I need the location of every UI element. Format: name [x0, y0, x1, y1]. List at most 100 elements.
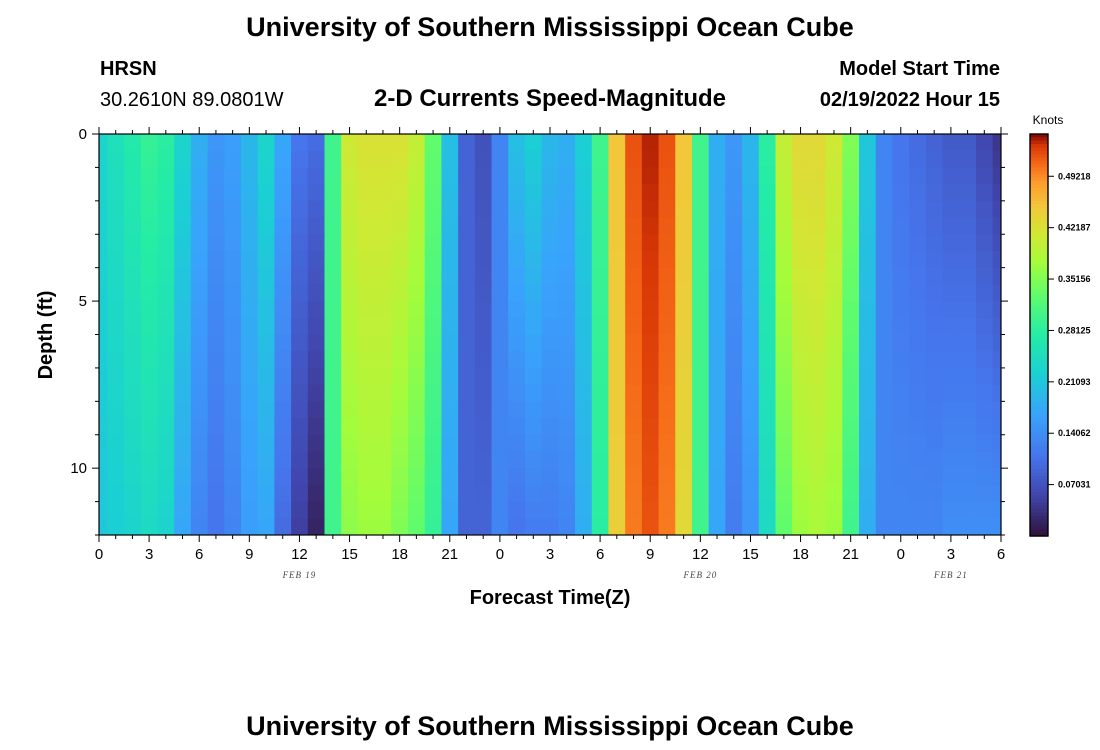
heatmap-cell: [424, 451, 443, 469]
heatmap-cell: [474, 518, 493, 535]
heatmap-cell: [742, 134, 760, 152]
heatmap-cell: [758, 267, 777, 285]
heatmap-cell: [140, 250, 159, 269]
colorbar-segment: [1030, 385, 1048, 390]
heatmap-cell: [825, 317, 843, 336]
heatmap-cell: [307, 501, 326, 519]
heatmap-cell: [825, 301, 843, 319]
heatmap-cell: [658, 484, 676, 503]
heatmap-cell: [491, 184, 509, 202]
heatmap-cell: [307, 150, 326, 169]
heatmap-cell: [307, 250, 326, 269]
heatmap-cell: [424, 301, 443, 319]
model-start-value: 02/19/2022 Hour 15: [820, 89, 1000, 111]
heatmap-cell: [190, 451, 209, 469]
heatmap-cell: [591, 284, 610, 302]
heatmap-cell: [875, 250, 894, 269]
heatmap-cell: [357, 200, 376, 219]
heatmap-cell: [541, 518, 559, 535]
heatmap-cell: [925, 217, 944, 235]
heatmap-cell: [124, 284, 142, 302]
heatmap-cell: [892, 384, 910, 402]
x-tick-label: 9: [646, 546, 654, 563]
heatmap-cell: [441, 384, 459, 402]
heatmap-cell: [441, 401, 459, 419]
colorbar-segment: [1030, 197, 1048, 202]
heatmap-cell: [474, 301, 493, 319]
x-tick-label: 3: [145, 546, 153, 563]
heatmap-cell: [992, 384, 1001, 402]
heatmap-cell: [491, 367, 509, 386]
heatmap-cell: [207, 484, 225, 503]
heatmap-cell: [408, 367, 426, 386]
heatmap-cell: [708, 501, 726, 519]
heatmap-cell: [274, 451, 292, 469]
heatmap-cell: [107, 501, 125, 519]
model-start-label: Model Start Time: [839, 58, 1000, 80]
colorbar-segment: [1030, 415, 1048, 420]
heatmap-cell: [124, 384, 142, 402]
heatmap-cell: [975, 250, 994, 269]
heatmap-cell: [625, 167, 643, 185]
heatmap-cell: [875, 501, 894, 519]
heatmap-cell: [307, 267, 326, 285]
x-tick-label: 6: [596, 546, 604, 563]
heatmap-cell: [975, 384, 994, 402]
heatmap-cell: [608, 501, 626, 519]
heatmap-cell: [675, 518, 693, 535]
heatmap-cell: [808, 468, 827, 486]
x-axis-label: Forecast Time(Z): [470, 587, 631, 609]
heatmap-cell: [140, 267, 159, 285]
heatmap-cell: [257, 301, 275, 319]
heatmap-cell: [725, 284, 743, 302]
heatmap-cell: [641, 234, 660, 252]
heatmap-cell: [174, 284, 192, 302]
heatmap-cell: [424, 317, 443, 336]
heatmap-cell: [691, 367, 710, 386]
heatmap-cell: [859, 200, 877, 219]
x-axis: 0 3 6 9 12 15 18 21 0 3 6 9 12 15 18 21 0 3 6 FEB 19 FEB 20 F…: [95, 127, 1005, 580]
heatmap-cell: [408, 317, 426, 336]
heatmap-cell: [107, 334, 125, 352]
heatmap-cell: [524, 501, 543, 519]
heatmap-cell: [190, 184, 209, 202]
heatmap-cell: [99, 451, 108, 469]
heatmap-cell: [892, 200, 910, 219]
heatmap-cell: [658, 267, 676, 285]
colorbar-segment: [1030, 291, 1048, 296]
heatmap-cell: [458, 200, 476, 219]
heatmap-cell: [591, 501, 610, 519]
colorbar-segment: [1030, 525, 1048, 530]
heatmap-cell: [491, 351, 509, 369]
heatmap-cell: [691, 134, 710, 152]
heatmap-cell: [859, 134, 877, 152]
heatmap-cell: [792, 468, 810, 486]
heatmap-cell: [708, 484, 726, 503]
colorbar-segment: [1030, 485, 1048, 490]
heatmap-cell: [441, 184, 459, 202]
heatmap-cell: [992, 334, 1001, 352]
heatmap-cell: [975, 134, 994, 152]
heatmap-cell: [909, 451, 927, 469]
heatmap-cell: [975, 401, 994, 419]
heatmap-cell: [925, 184, 944, 202]
heatmap-cell: [875, 367, 894, 386]
heatmap-cell: [107, 234, 125, 252]
heatmap-cell: [157, 501, 175, 519]
heatmap-cell: [575, 317, 593, 336]
heatmap-cell: [99, 234, 108, 252]
heatmap-cell: [959, 384, 977, 402]
heatmap-cell: [291, 351, 309, 369]
heatmap-cell: [157, 200, 175, 219]
heatmap-cell: [357, 234, 376, 252]
x-tick-label: 18: [792, 546, 809, 563]
heatmap-cell: [825, 217, 843, 235]
heatmap-cell: [575, 217, 593, 235]
heatmap-cell: [157, 401, 175, 419]
heatmap-cell: [792, 367, 810, 386]
heatmap-cell: [157, 301, 175, 319]
heatmap-cell: [274, 250, 292, 269]
heatmap-cell: [591, 134, 610, 152]
heatmap-cell: [959, 250, 977, 269]
heatmap-cell: [458, 184, 476, 202]
